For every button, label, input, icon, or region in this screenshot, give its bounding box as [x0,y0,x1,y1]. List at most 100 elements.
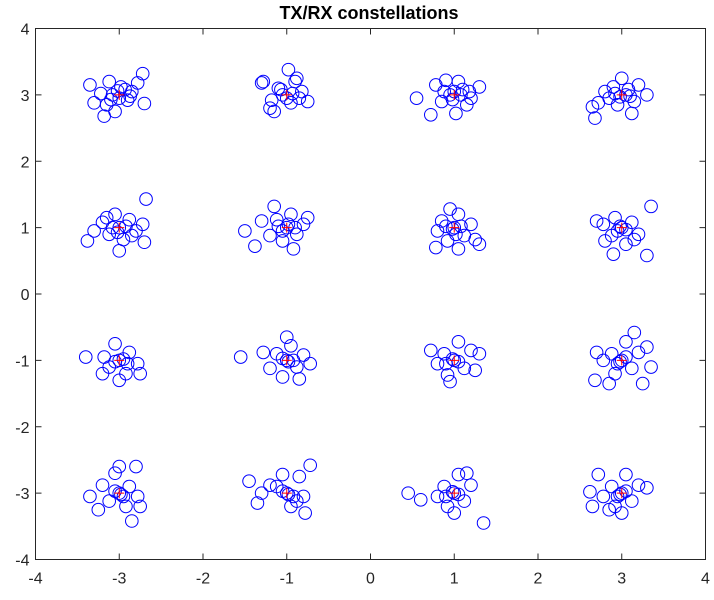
rx-point [596,353,611,368]
rx-point [139,192,153,206]
y-tick-label: 4 [21,22,30,39]
rx-point [434,94,449,109]
rx-point [80,234,95,248]
rx-point [102,227,116,242]
rx-point [430,356,445,371]
rx-point [625,106,639,121]
rx-point [449,106,463,121]
rx-point [443,374,457,389]
rx-point [585,100,600,114]
rx-point [296,348,311,362]
rx-point [254,214,269,228]
tx-point [114,355,125,366]
rx-point [233,350,248,364]
rx-point [476,516,491,530]
rx-point [614,506,629,520]
rx-point [116,352,131,366]
rx-point [627,232,642,247]
rx-point [108,466,122,481]
rx-point [275,351,290,366]
rx-point [102,494,116,508]
rx-point [95,366,110,381]
rx-point [130,356,145,371]
rx-point [94,86,108,101]
rx-point [619,467,633,482]
rx-point [430,489,445,504]
tx-point [281,89,292,100]
rx-point [104,92,118,107]
rx-point [254,76,269,90]
rx-point [254,486,269,500]
tx-point [449,222,460,233]
rx-point [83,489,97,504]
rx-point [424,107,438,122]
tx-point [449,355,460,366]
rx-point [114,80,128,94]
rx-point [619,334,633,349]
rx-point [263,478,277,492]
rx-point [95,478,110,492]
rx-point [468,232,482,247]
tx-point [281,488,292,499]
rx-point [589,345,604,360]
rx-point [583,484,597,499]
rx-point [275,234,290,248]
y-tick-label: -4 [15,553,29,570]
rx-point [462,84,477,99]
rx-point [460,98,474,112]
rx-point [439,489,453,504]
rx-point [281,62,296,77]
rx-point [596,489,611,504]
rx-point [602,502,616,517]
rx-point [472,237,487,252]
rx-point [122,212,137,227]
rx-point [125,228,139,243]
rx-point [429,78,443,92]
rx-point [286,242,301,256]
rx-point [640,340,654,354]
rx-point [290,71,304,86]
y-tick-label: -2 [15,420,29,437]
chart-title: TX/RX constellations [279,3,458,23]
rx-point [83,78,97,92]
rx-point [451,334,466,349]
rx-point [434,214,449,228]
tx-point [114,222,125,233]
rx-point [112,244,127,258]
y-tick-label: 2 [21,154,30,171]
rx-point [279,330,294,344]
rx-point [437,479,452,494]
rx-point [401,486,415,500]
rx-point [440,234,455,248]
rx-point [464,217,478,232]
rx-point [640,88,654,102]
tx-point [616,222,627,233]
tx-point [114,89,125,100]
rx-point [451,242,466,256]
rx-point [275,467,290,482]
rx-point [606,247,621,261]
rx-point [292,91,307,105]
rx-point [627,325,642,340]
rx-point [295,84,309,99]
rx-point [585,499,600,514]
rx-point [640,481,654,495]
rx-point [591,467,606,482]
rx-point [640,248,654,263]
y-tick-label: -3 [15,486,29,503]
rx-point [108,207,122,222]
rx-point [631,227,646,242]
rx-point [108,336,122,351]
rx-point [284,338,298,353]
rx-point [256,345,271,360]
rx-point [610,489,625,504]
rx-point [120,93,135,107]
rx-point [303,458,318,473]
tx-point [114,488,125,499]
rx-point [87,224,101,238]
rx-point [631,478,646,492]
rx-point [242,474,256,488]
rx-point [614,353,629,368]
rx-point [625,494,639,508]
